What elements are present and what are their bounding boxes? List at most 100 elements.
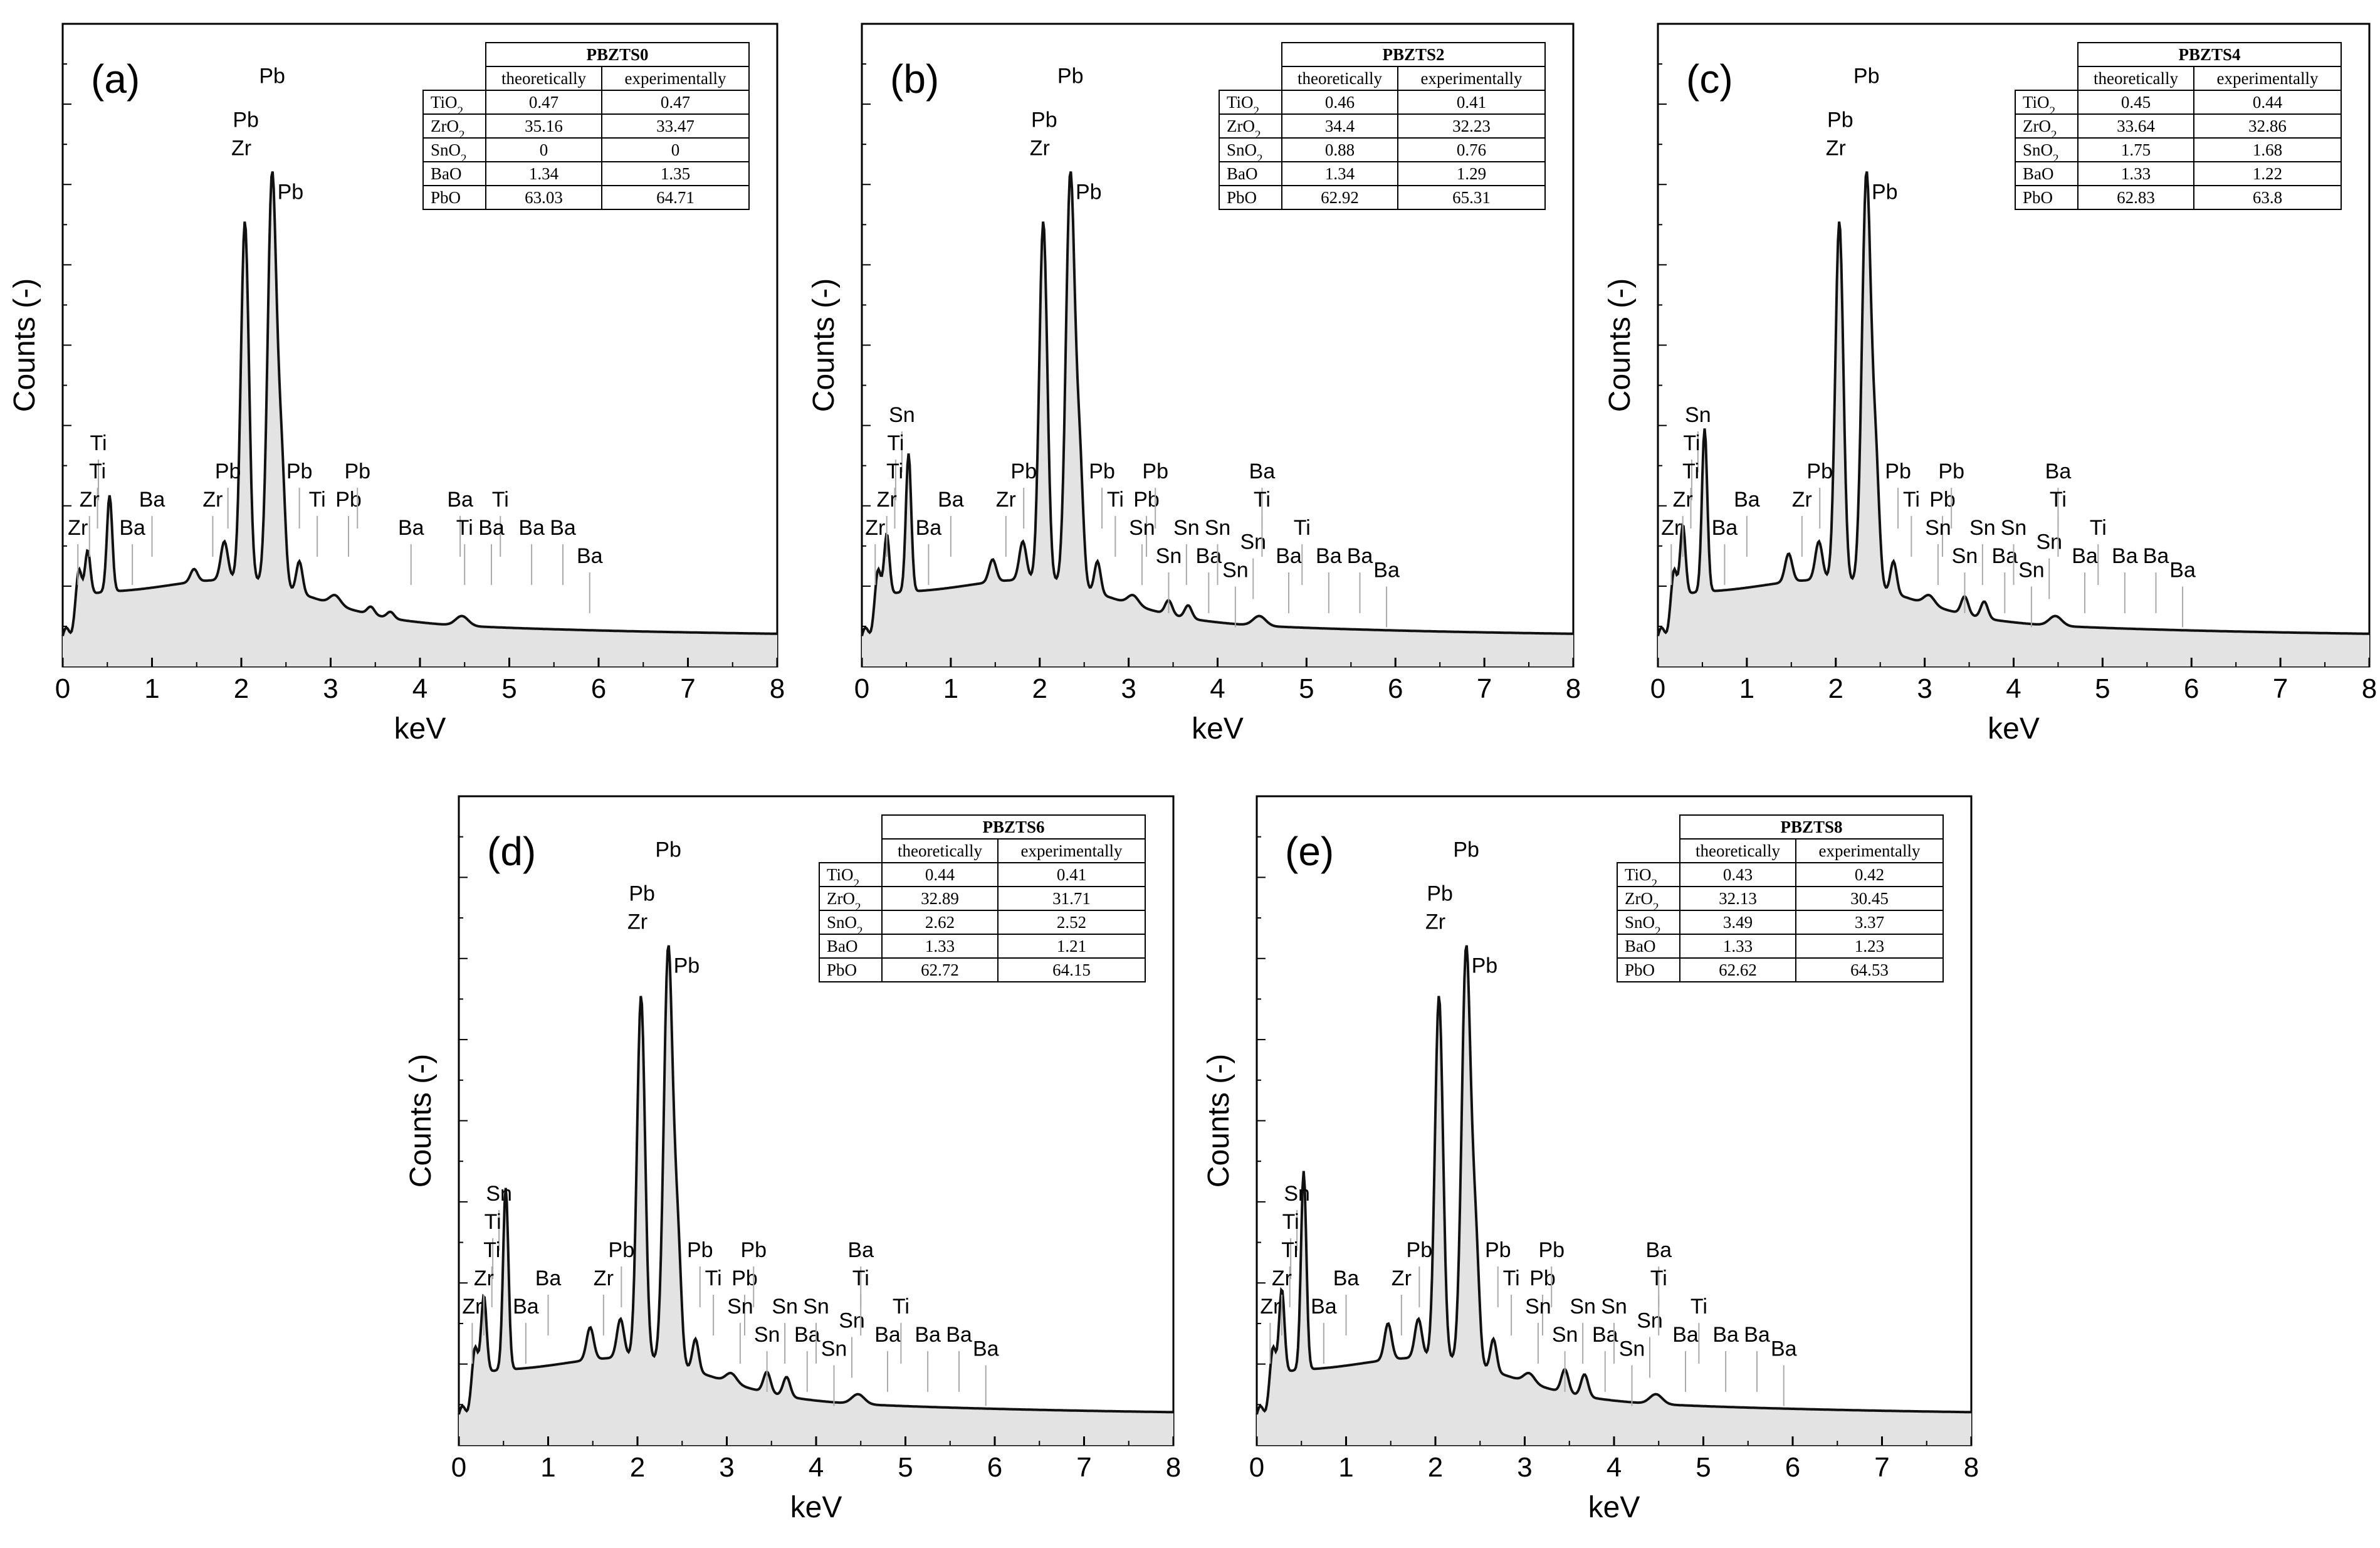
peak-label: Pb xyxy=(1407,1238,1433,1262)
peak-label: Sn xyxy=(1222,559,1249,582)
y-axis-title: Counts (-) xyxy=(1603,278,1637,412)
peak-label: Ba xyxy=(1672,1323,1699,1347)
table-cell xyxy=(1219,90,1282,115)
table-cell xyxy=(422,90,486,115)
table-value-experimental: 0 xyxy=(671,140,680,159)
peak-label: Zr xyxy=(1272,1266,1292,1290)
peak-label: Sn xyxy=(1685,403,1711,427)
table-value-theoretical: 63.03 xyxy=(525,188,563,207)
peak-label: Sn xyxy=(821,1337,847,1361)
table-cell xyxy=(485,185,602,210)
peak-label: Pb xyxy=(215,460,241,483)
x-tick-label: 6 xyxy=(591,673,606,704)
spectrum-line xyxy=(1256,945,1971,1415)
peak-label: Sn xyxy=(1129,516,1155,540)
table-header-cell xyxy=(601,66,750,91)
peak-label: Ti xyxy=(2050,488,2067,512)
peak-label: Sn xyxy=(1525,1295,1551,1319)
peak-label: Sn xyxy=(1969,516,1996,540)
peak-label: Ti xyxy=(1254,488,1271,512)
peak-label: Pb xyxy=(629,882,655,906)
table-title: PBZTS0 xyxy=(586,45,648,64)
peak-label: Ti xyxy=(90,431,107,455)
x-tick-label: 5 xyxy=(2095,673,2110,704)
table-value-theoretical: 1.75 xyxy=(2121,140,2151,159)
peak-label: Ba xyxy=(1712,516,1738,540)
table-oxide: PbO xyxy=(431,188,461,207)
peak-label: Sn xyxy=(1952,544,1978,568)
table-value-experimental: 1.35 xyxy=(661,164,690,183)
table-value-experimental: 2.52 xyxy=(1057,913,1086,932)
table-header-cell xyxy=(1679,838,1796,863)
table-cell xyxy=(1617,910,1680,935)
table-cell xyxy=(601,137,750,162)
peak-label: Ba xyxy=(139,488,165,512)
spectrum-fill xyxy=(1658,171,2369,667)
table-value-experimental: 1.21 xyxy=(1057,937,1086,956)
table-cell xyxy=(819,886,883,911)
peak-label: Pb xyxy=(1806,460,1833,483)
peak-label: Ba xyxy=(946,1323,972,1347)
x-axis-title: keV xyxy=(1988,712,2040,745)
peak-label: Pb xyxy=(344,460,370,483)
peak-label: Ba xyxy=(1712,1323,1739,1347)
table-cell xyxy=(997,957,1146,982)
table-cell xyxy=(1397,137,1546,162)
x-tick-label: 2 xyxy=(1828,673,1843,704)
peak-label: Ti xyxy=(1503,1266,1520,1290)
table-value-theoretical: 62.83 xyxy=(2117,188,2155,207)
table-value-theoretical: 62.72 xyxy=(921,961,959,979)
peak-label: Ba xyxy=(2072,544,2098,568)
table-cell xyxy=(1281,161,1398,186)
spectrum-fill xyxy=(459,945,1173,1445)
table-value-theoretical: 3.49 xyxy=(1723,913,1753,932)
table-cell xyxy=(1795,862,1944,887)
spectrum-fill xyxy=(1257,945,1971,1445)
peak-label: Pb xyxy=(1485,1238,1511,1262)
peak-label: Pb xyxy=(1853,64,1880,88)
peak-label: Zr xyxy=(231,136,251,160)
x-tick-label: 0 xyxy=(1650,673,1665,704)
table-cell xyxy=(1397,113,1546,139)
table-cell xyxy=(881,934,999,959)
peak-label: Pb xyxy=(1076,180,1102,204)
peak-label: Sn xyxy=(803,1295,829,1319)
table-value-experimental: 0.44 xyxy=(2253,93,2283,112)
table-value-experimental: 64.53 xyxy=(1850,961,1889,979)
table-cell xyxy=(1219,113,1282,139)
table-value-theoretical: 1.33 xyxy=(2121,164,2151,183)
peak-label: Ba xyxy=(1645,1238,1672,1262)
peak-label: Pb xyxy=(1827,108,1853,132)
peak-label: Pb xyxy=(1872,180,1898,204)
x-tick-label: 2 xyxy=(1428,1452,1443,1483)
peak-label: Ba xyxy=(2045,460,2072,483)
table-value-experimental: 1.23 xyxy=(1855,937,1884,956)
table-cell xyxy=(997,910,1146,935)
table-value-theoretical: 32.13 xyxy=(1719,889,1757,908)
x-tick-label: 2 xyxy=(1032,673,1047,704)
peak-label: Zr xyxy=(1792,488,1812,512)
x-tick-label: 1 xyxy=(1338,1452,1353,1483)
table-oxide: PbO xyxy=(827,961,857,979)
peak-label: Ba xyxy=(2112,544,2138,568)
peak-label: Ba xyxy=(1249,460,1276,483)
table-header-cell xyxy=(881,838,999,863)
table-cell xyxy=(881,862,999,887)
peak-label: Zr xyxy=(877,488,897,512)
table-value-theoretical: 2.62 xyxy=(925,913,955,932)
x-tick-label: 1 xyxy=(1739,673,1754,704)
table-cell xyxy=(1795,934,1944,959)
table-value-theoretical: 35.16 xyxy=(525,117,563,135)
table-header-cell xyxy=(1397,66,1546,91)
x-tick-label: 8 xyxy=(770,673,785,704)
peak-label: Pb xyxy=(286,460,313,483)
table-value-experimental: 64.71 xyxy=(656,188,695,207)
x-tick-label: 8 xyxy=(1566,673,1581,704)
table-title-cell xyxy=(485,42,750,67)
x-tick-label: 6 xyxy=(987,1452,1002,1483)
x-tick-label: 5 xyxy=(501,673,516,704)
peak-label: Zr xyxy=(80,488,100,512)
